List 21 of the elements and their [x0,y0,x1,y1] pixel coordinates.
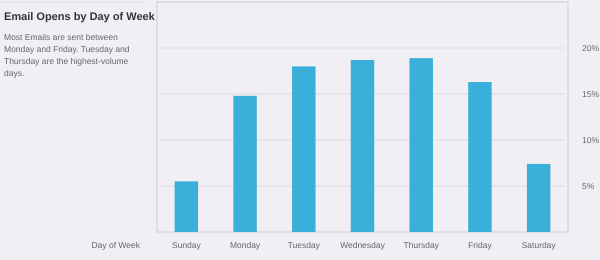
y-tick-label: 20% [582,42,600,53]
x-axis-title: Day of Week [91,240,141,250]
y-tick-label: 10% [582,134,600,145]
x-tick-label: Tuesday [288,240,321,250]
bar [233,96,257,232]
x-tick-label: Friday [468,240,492,250]
bar [292,66,316,232]
bar [468,82,492,232]
bar [350,60,374,232]
text: Email Opens by Day of Week [4,11,156,23]
bar [526,164,550,232]
y-tick-label: 5% [582,180,595,191]
x-tick-label: Wednesday [340,240,386,250]
bar [174,181,198,232]
x-tick-label: Thursday [403,240,440,250]
y-tick-label: 15% [582,88,600,99]
x-tick-label: Saturday [522,240,556,250]
bar [409,58,433,232]
x-tick-label: Monday [230,240,261,250]
x-tick-label: Sunday [172,240,202,250]
text: Most Emails are sent between Monday and Friday. Tuesday and Thursday are the highest-volume days. [4,32,130,78]
